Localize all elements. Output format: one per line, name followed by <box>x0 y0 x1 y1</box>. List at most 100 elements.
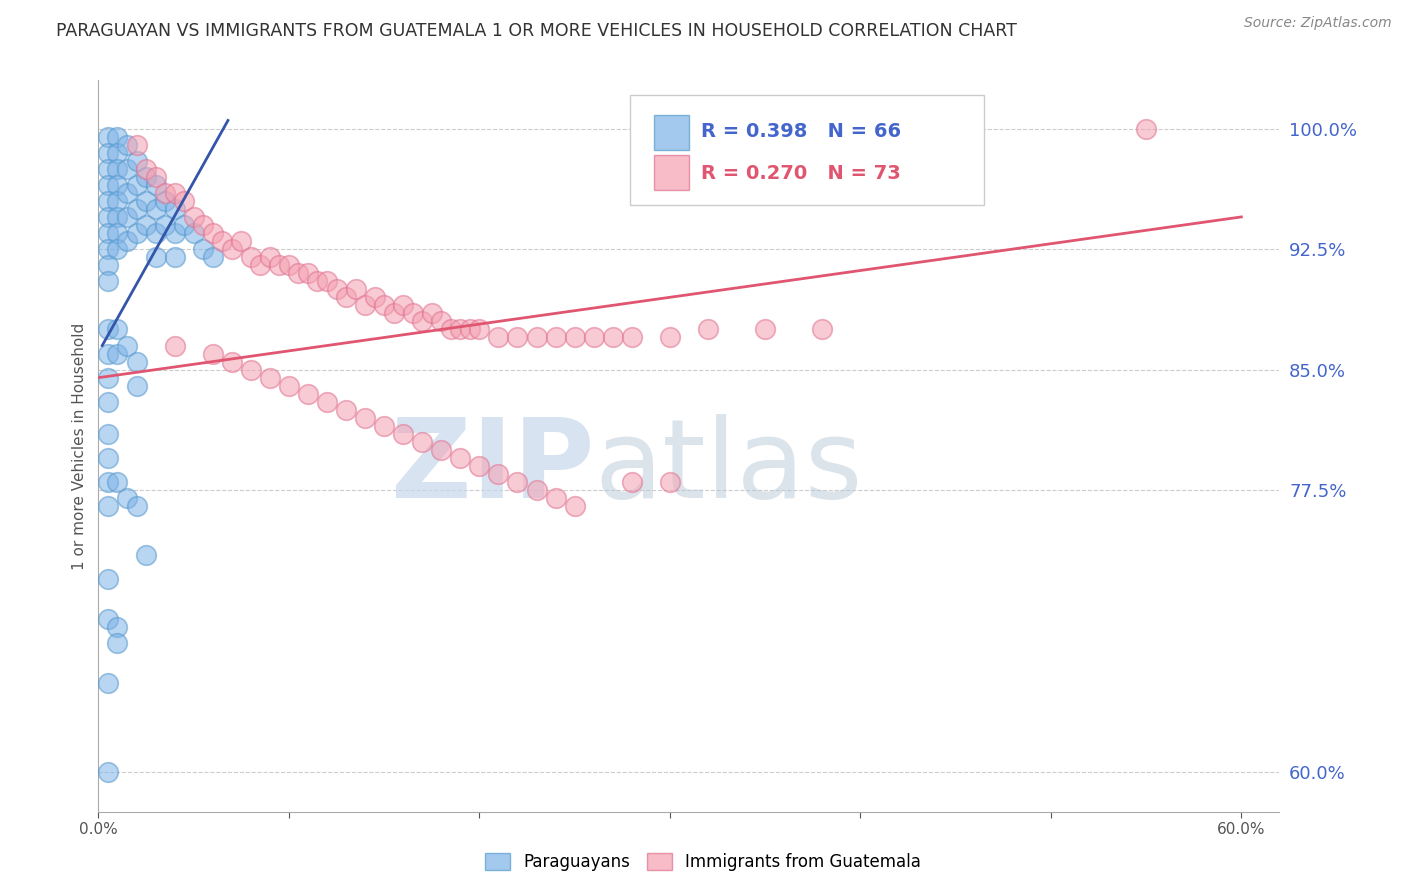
Point <box>488 330 510 344</box>
Point <box>97 500 120 514</box>
Point <box>135 161 157 176</box>
Point <box>97 612 120 626</box>
Point <box>135 218 157 232</box>
Y-axis label: 1 or more Vehicles in Household: 1 or more Vehicles in Household <box>72 322 87 570</box>
Point <box>602 330 624 344</box>
Point <box>107 161 129 176</box>
Point <box>153 218 176 232</box>
Point <box>107 346 129 360</box>
Point <box>231 234 253 248</box>
Point <box>97 161 120 176</box>
Text: R = 0.398   N = 66: R = 0.398 N = 66 <box>700 122 901 141</box>
Point <box>125 354 148 368</box>
Point <box>107 620 129 634</box>
Point <box>201 250 224 264</box>
Point <box>107 129 129 144</box>
Point <box>468 459 491 474</box>
Point <box>107 226 129 240</box>
Point <box>125 378 148 392</box>
Point <box>316 394 339 409</box>
Point <box>107 194 129 208</box>
Point <box>145 169 167 184</box>
Point <box>420 306 443 320</box>
Point <box>97 145 120 160</box>
Point <box>506 330 529 344</box>
Point <box>564 330 586 344</box>
Text: atlas: atlas <box>595 415 863 522</box>
Point <box>153 194 176 208</box>
Point <box>97 258 120 272</box>
Point <box>173 194 195 208</box>
Point <box>373 418 395 433</box>
Point <box>97 226 120 240</box>
Text: R = 0.270   N = 73: R = 0.270 N = 73 <box>700 163 900 183</box>
Point <box>97 322 120 336</box>
Point <box>392 298 415 312</box>
Point <box>201 346 224 360</box>
Point <box>115 338 138 352</box>
Point <box>277 258 299 272</box>
Point <box>97 129 120 144</box>
Point <box>145 202 167 216</box>
Point <box>135 194 157 208</box>
Point <box>458 322 481 336</box>
Point <box>402 306 425 320</box>
Point <box>221 242 243 256</box>
Point <box>125 500 148 514</box>
Point <box>115 491 138 506</box>
Text: Source: ZipAtlas.com: Source: ZipAtlas.com <box>1244 16 1392 30</box>
Point <box>526 330 548 344</box>
Point <box>125 153 148 168</box>
Point <box>125 202 148 216</box>
Point <box>107 210 129 224</box>
Point <box>97 572 120 586</box>
Point <box>449 451 471 466</box>
Point <box>564 500 586 514</box>
Text: ZIP: ZIP <box>391 415 595 522</box>
Point <box>97 394 120 409</box>
Point <box>411 314 433 328</box>
Point <box>249 258 271 272</box>
Point <box>658 475 681 490</box>
Point <box>97 451 120 466</box>
Point <box>488 467 510 482</box>
Point <box>307 274 329 288</box>
Point <box>382 306 405 320</box>
Point <box>97 676 120 690</box>
Legend: Paraguayans, Immigrants from Guatemala: Paraguayans, Immigrants from Guatemala <box>477 845 929 880</box>
Point <box>506 475 529 490</box>
Point <box>163 338 186 352</box>
Point <box>125 178 148 192</box>
Point <box>97 210 120 224</box>
Point <box>259 370 281 384</box>
Point <box>97 370 120 384</box>
Point <box>430 443 453 458</box>
Point <box>97 475 120 490</box>
Point <box>173 218 195 232</box>
Point <box>392 426 415 441</box>
Point <box>811 322 834 336</box>
Point <box>239 250 262 264</box>
Point <box>325 282 347 296</box>
Point <box>97 764 120 779</box>
Point <box>153 186 176 200</box>
Point <box>297 266 319 280</box>
Point <box>201 226 224 240</box>
FancyBboxPatch shape <box>630 95 984 204</box>
Point <box>163 226 186 240</box>
Point <box>97 274 120 288</box>
Point <box>97 242 120 256</box>
Point <box>354 410 377 425</box>
Point <box>135 548 157 562</box>
Text: PARAGUAYAN VS IMMIGRANTS FROM GUATEMALA 1 OR MORE VEHICLES IN HOUSEHOLD CORRELAT: PARAGUAYAN VS IMMIGRANTS FROM GUATEMALA … <box>56 22 1017 40</box>
Point <box>211 234 233 248</box>
Point <box>239 362 262 376</box>
Point <box>620 330 643 344</box>
Point <box>544 330 567 344</box>
Point <box>107 145 129 160</box>
Point <box>297 386 319 401</box>
Point <box>107 322 129 336</box>
Point <box>449 322 471 336</box>
Point <box>115 210 138 224</box>
Point <box>658 330 681 344</box>
